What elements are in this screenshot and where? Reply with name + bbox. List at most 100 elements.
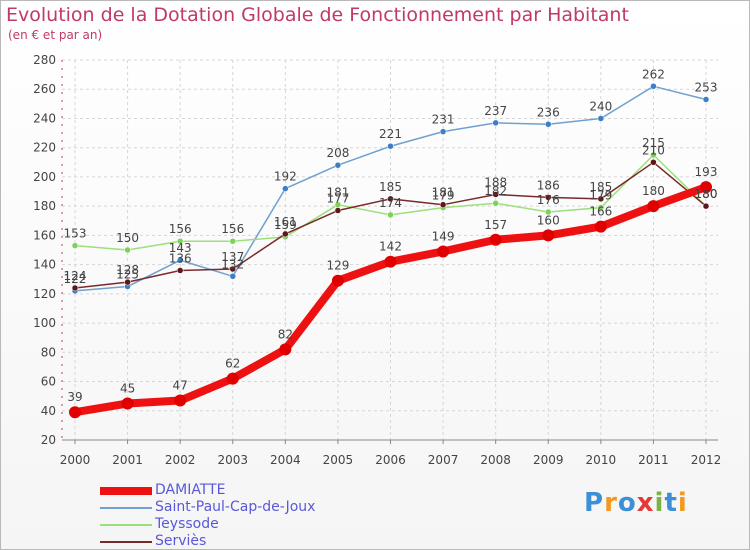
- data-label-saint-paul-cap-de-joux: 240: [589, 99, 612, 113]
- data-point-teyssode: [492, 199, 499, 207]
- data-label-teyssode: 153: [64, 227, 87, 241]
- y-tick-label: 20: [41, 433, 56, 447]
- data-point-saint-paul-cap-de-joux: [545, 121, 552, 128]
- data-point-teyssode: [229, 237, 236, 245]
- data-label-teyssode: 156: [169, 222, 192, 236]
- x-tick-label: 2007: [428, 453, 459, 467]
- x-tick-label: 2004: [270, 453, 301, 467]
- data-point-teyssode: [124, 246, 131, 254]
- logo-letter: r: [604, 488, 618, 518]
- data-point-damiatte: [121, 397, 134, 410]
- x-tick-label: 2002: [165, 453, 196, 467]
- logo-letter: o: [617, 488, 637, 518]
- y-tick-label: 100: [33, 316, 56, 330]
- data-label-saint-paul-cap-de-joux: 132: [221, 257, 244, 271]
- data-point-servi-s: [282, 230, 289, 238]
- data-label-damiatte: 47: [173, 379, 188, 393]
- data-point-servi-s: [650, 159, 657, 166]
- data-point-servi-s: [229, 265, 236, 273]
- x-tick-label: 2011: [638, 453, 669, 467]
- data-point-damiatte: [437, 245, 450, 258]
- data-label-damiatte: 149: [432, 229, 455, 243]
- data-label-servi-s: 128: [116, 263, 139, 277]
- label-layer: 122 125 143 132 192 208 221 231 237 236 240 262 253 1…: [64, 67, 718, 404]
- chart-subtitle: (en € et par an): [8, 28, 103, 42]
- y-tick-label: 200: [33, 170, 56, 184]
- data-point-teyssode: [176, 237, 184, 245]
- data-label-teyssode: 180: [695, 187, 718, 201]
- data-label-saint-paul-cap-de-joux: 231: [432, 113, 455, 127]
- data-point-damiatte: [594, 220, 607, 233]
- data-label-teyssode: 156: [221, 222, 244, 236]
- data-label-servi-s: 181: [432, 186, 455, 200]
- data-label-servi-s: 136: [169, 251, 192, 265]
- chart-title: Evolution de la Dotation Globale de Fonc…: [6, 4, 629, 26]
- data-point-saint-paul-cap-de-joux: [229, 273, 236, 280]
- legend-item-damiatte: DAMIATTE: [100, 482, 400, 499]
- legend-item-servies: Serviès: [100, 533, 400, 550]
- legend-item-saint-paul: Saint-Paul-Cap-de-Joux: [100, 499, 400, 516]
- data-label-teyssode: 179: [589, 189, 612, 203]
- data-label-saint-paul-cap-de-joux: 143: [169, 241, 192, 255]
- data-label-servi-s: 210: [642, 143, 665, 157]
- data-label-damiatte: 193: [695, 165, 718, 179]
- data-label-servi-s: 161: [274, 215, 297, 229]
- data-point-servi-s: [124, 278, 131, 286]
- legend-label-damiatte: DAMIATTE: [155, 482, 226, 498]
- data-label-servi-s: 137: [221, 250, 244, 264]
- logo-letter: P: [584, 488, 605, 518]
- data-point-servi-s: [545, 194, 552, 201]
- data-label-saint-paul-cap-de-joux: 237: [484, 104, 507, 118]
- data-label-damiatte: 166: [589, 205, 612, 219]
- data-label-servi-s: 177: [326, 192, 349, 206]
- data-label-damiatte: 39: [67, 390, 82, 404]
- logo-letter: t: [664, 488, 678, 518]
- data-point-damiatte: [331, 274, 344, 287]
- data-point-saint-paul-cap-de-joux: [439, 128, 447, 135]
- data-label-servi-s: 188: [484, 175, 507, 189]
- data-point-teyssode: [597, 204, 605, 211]
- x-tick-label: 2010: [586, 453, 617, 467]
- data-label-teyssode: 179: [432, 189, 455, 203]
- y-tick-label: 60: [41, 375, 56, 389]
- data-point-teyssode: [650, 151, 657, 159]
- y-tick-label: 140: [33, 258, 56, 272]
- y-tick-label: 180: [33, 199, 56, 213]
- data-point-saint-paul-cap-de-joux: [492, 119, 499, 127]
- data-label-servi-s: 124: [64, 269, 87, 283]
- data-label-damiatte: 82: [278, 327, 293, 341]
- y-tick-label: 80: [41, 345, 56, 359]
- data-label-saint-paul-cap-de-joux: 262: [642, 67, 665, 81]
- data-label-damiatte: 157: [484, 218, 507, 232]
- data-label-servi-s: 180: [695, 187, 718, 201]
- legend-item-teyssode: Teyssode: [100, 516, 400, 533]
- axis-layer: 20 40 60 80 100 120 140 160 180 200 220 240 260 280 20…: [33, 53, 721, 467]
- x-tick-label: 2005: [323, 453, 354, 467]
- data-point-servi-s: [492, 191, 499, 198]
- data-label-teyssode: 174: [379, 196, 402, 210]
- logo-letter: i: [677, 488, 688, 518]
- x-tick-label: 2008: [480, 453, 511, 467]
- y-tick-label: 160: [33, 228, 56, 242]
- data-point-saint-paul-cap-de-joux: [702, 96, 710, 103]
- data-point-servi-s: [597, 195, 605, 203]
- data-point-servi-s: [176, 267, 184, 274]
- data-point-servi-s: [702, 202, 710, 210]
- data-point-damiatte: [279, 343, 292, 356]
- data-label-teyssode: 176: [537, 193, 560, 207]
- grid-layer: [62, 59, 718, 441]
- data-point-saint-paul-cap-de-joux: [387, 142, 394, 150]
- data-label-damiatte: 160: [537, 213, 560, 227]
- data-point-saint-paul-cap-de-joux: [282, 185, 289, 192]
- data-point-saint-paul-cap-de-joux: [597, 115, 605, 122]
- x-tick-label: 2003: [217, 453, 248, 467]
- data-label-saint-paul-cap-de-joux: 122: [64, 272, 87, 286]
- data-point-teyssode: [387, 211, 394, 219]
- data-point-saint-paul-cap-de-joux: [176, 256, 184, 264]
- x-tick-label: 2006: [375, 453, 406, 467]
- data-label-saint-paul-cap-de-joux: 253: [695, 80, 718, 94]
- data-label-damiatte: 142: [379, 240, 402, 254]
- series-layer: [69, 83, 712, 419]
